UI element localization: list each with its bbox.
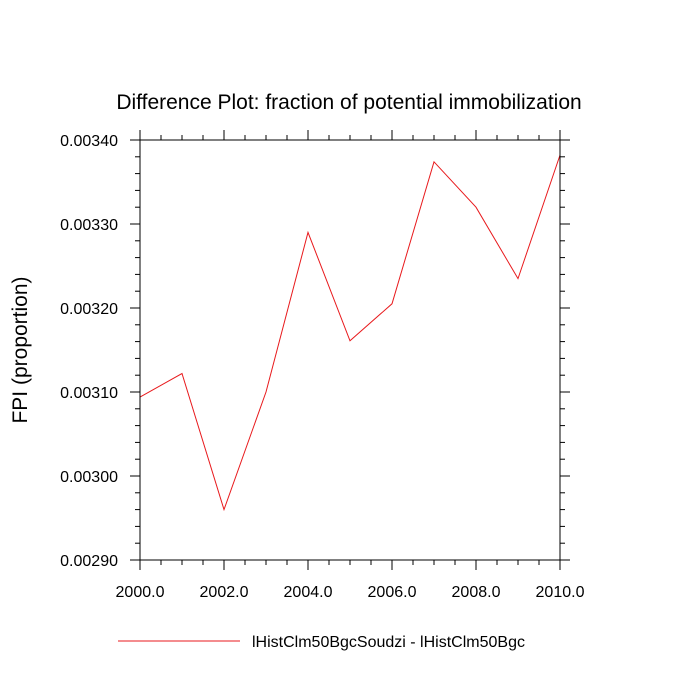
legend-label: lHistClm50BgcSoudzi - lHistClm50Bgc	[252, 634, 525, 651]
legend: lHistClm50BgcSoudzi - lHistClm50Bgc	[118, 634, 525, 651]
x-tick-label: 2002.0	[200, 584, 249, 601]
y-tick-label: 0.00310	[60, 385, 118, 402]
y-tick-label: 0.00320	[60, 301, 118, 318]
series-layer	[139, 154, 561, 512]
y-tick-label: 0.00330	[60, 217, 118, 234]
plot-frame	[139, 139, 561, 561]
axis-ticks: 2000.0 2002.0 2004.0 2006.0 2008.0 2010.0 0.00…	[60, 130, 585, 601]
x-tick-label: 2010.0	[536, 584, 585, 601]
x-tick-label: 2000.0	[116, 584, 165, 601]
y-tick-label: 0.00290	[60, 553, 118, 570]
x-tick-label: 2008.0	[452, 584, 501, 601]
chart-title: Difference Plot: fraction of potential i…	[116, 91, 581, 114]
x-tick-label: 2004.0	[284, 584, 333, 601]
x-tick-label: 2006.0	[368, 584, 417, 601]
y-tick-label: 0.00300	[60, 469, 118, 486]
y-axis-label: FPI (proportion)	[9, 276, 32, 423]
y-tick-label: 0.00340	[60, 133, 118, 150]
series-line	[139, 154, 561, 512]
